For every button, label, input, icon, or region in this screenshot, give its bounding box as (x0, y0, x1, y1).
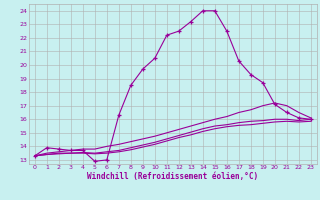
X-axis label: Windchill (Refroidissement éolien,°C): Windchill (Refroidissement éolien,°C) (87, 172, 258, 181)
